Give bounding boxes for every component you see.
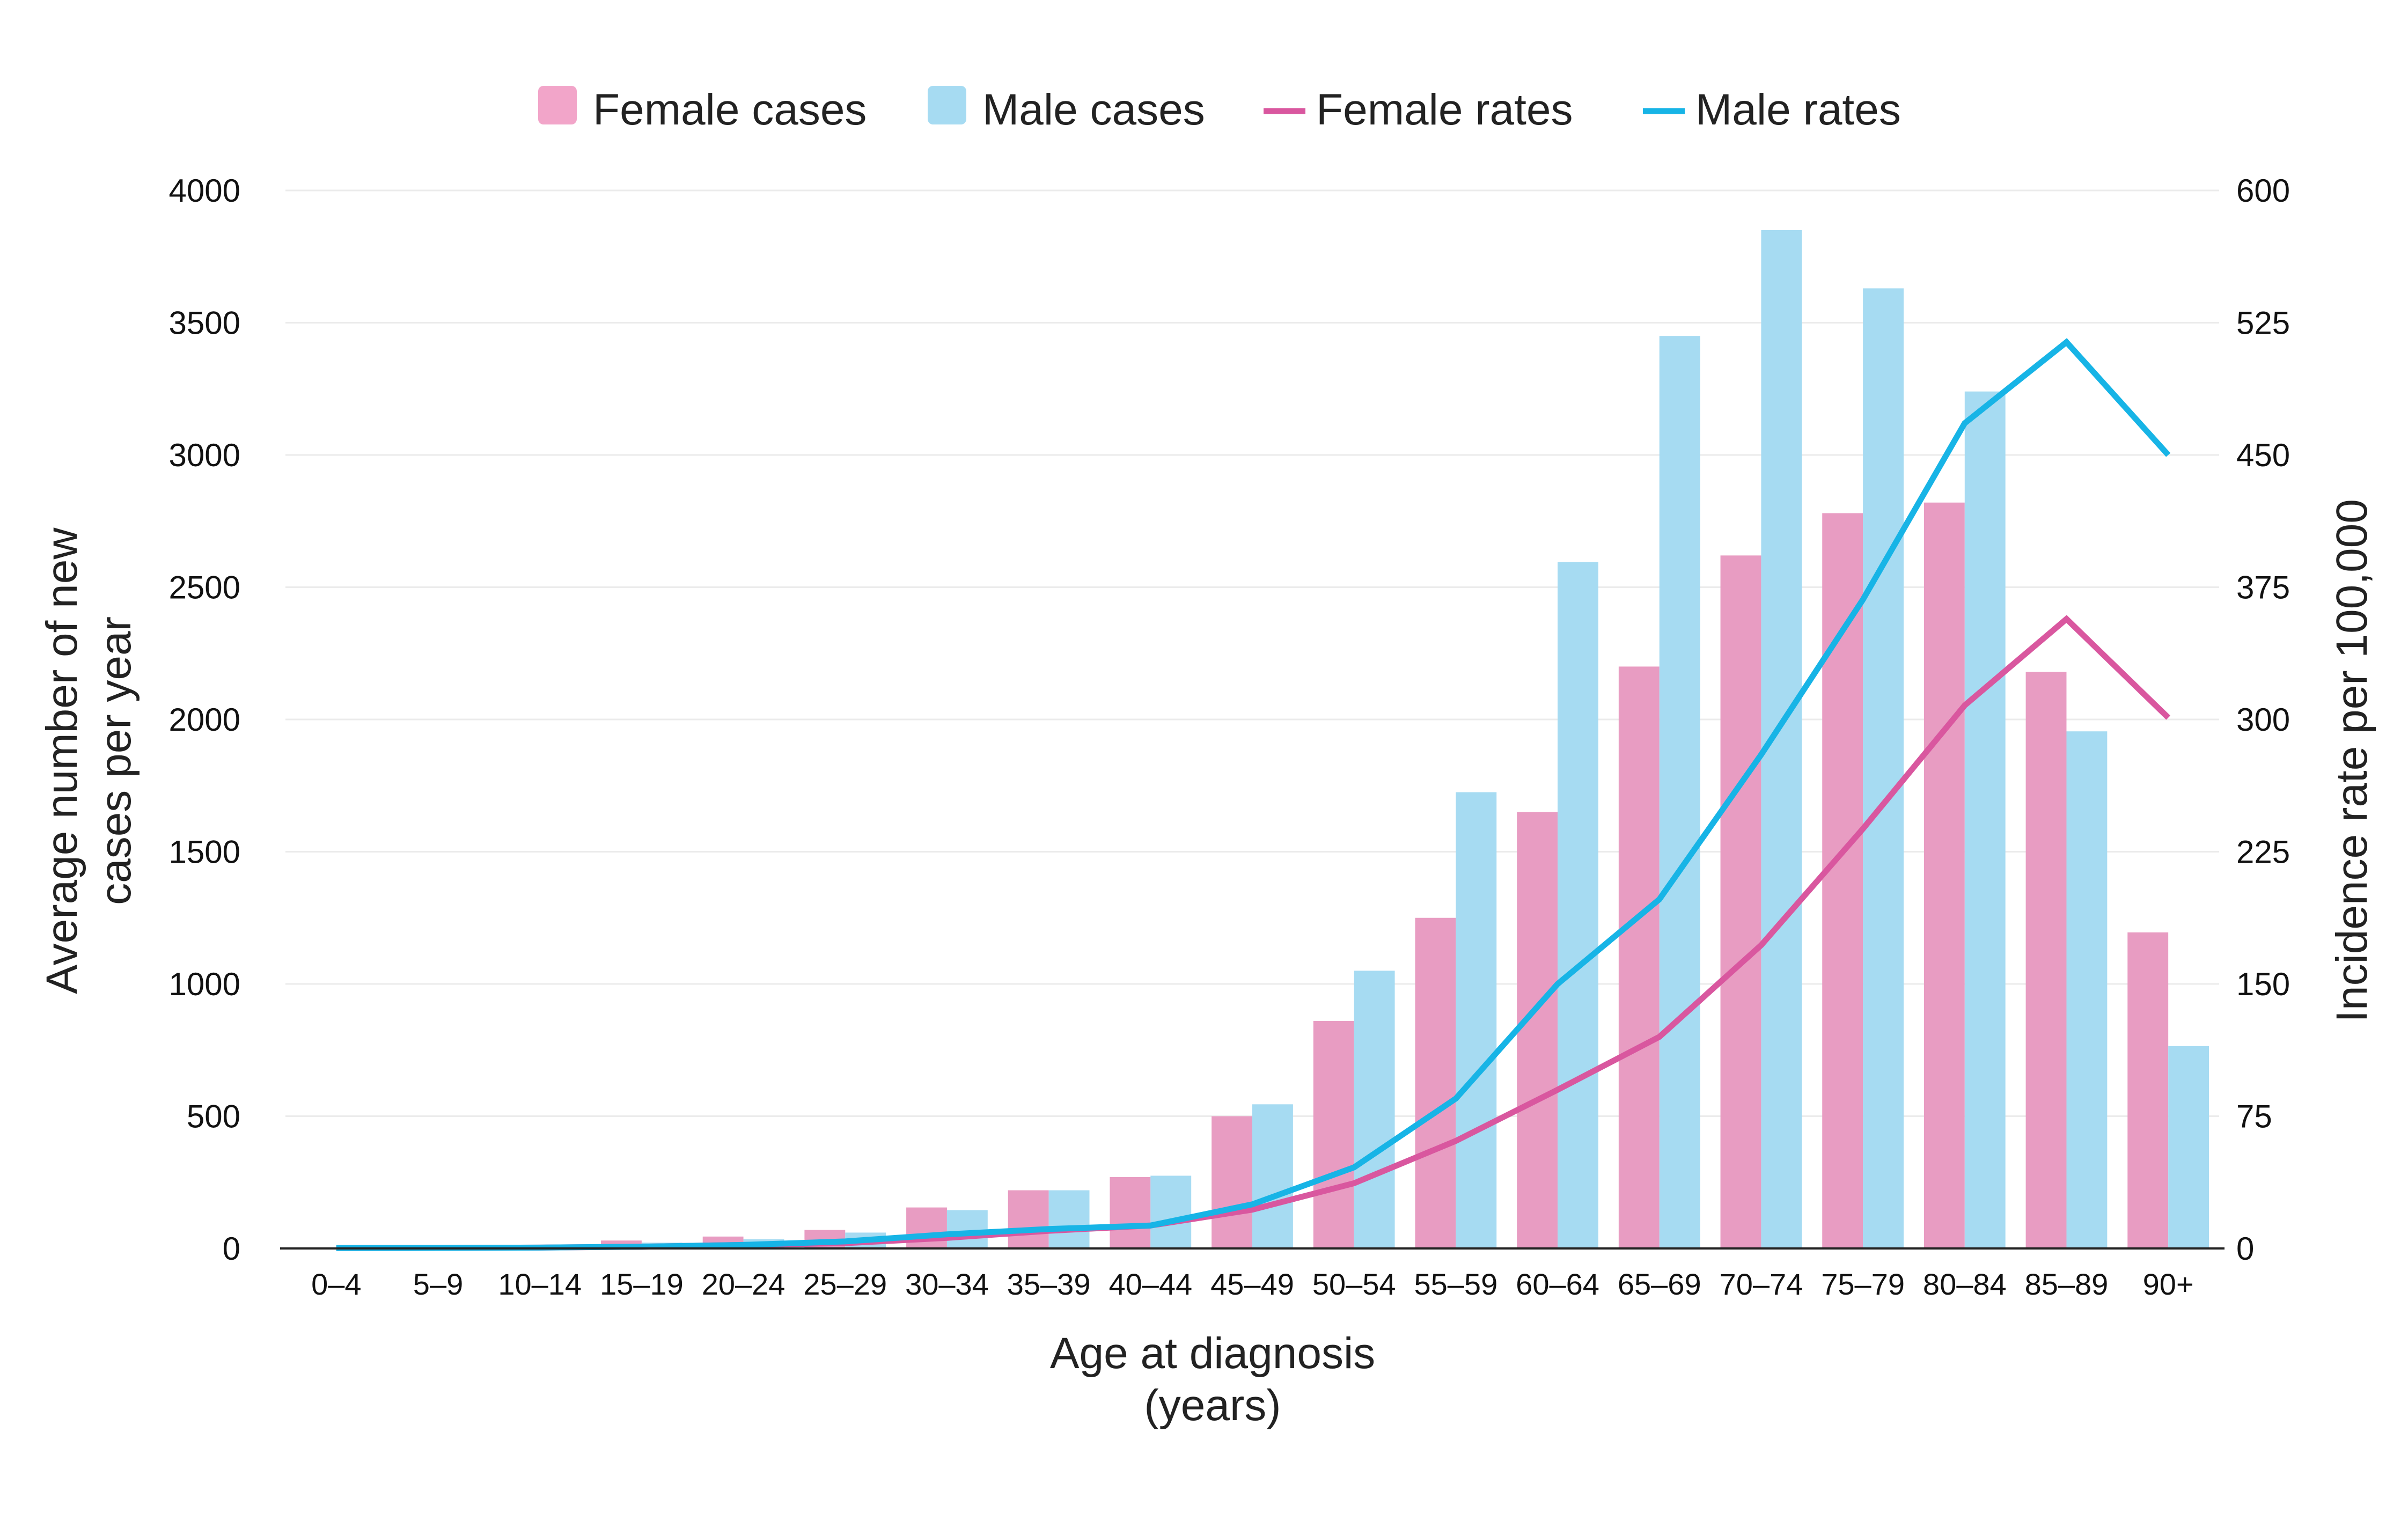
y-left-tick-label: 1500 [169, 834, 240, 870]
y-right-tick-label: 75 [2236, 1099, 2272, 1135]
bar-male-cases [1863, 288, 1904, 1249]
bar-male-cases [1252, 1104, 1293, 1248]
y-right-tick-label: 450 [2236, 437, 2290, 473]
bar-male-cases [1456, 792, 1497, 1248]
y-left-tick-label: 500 [187, 1099, 240, 1135]
y-left-tick-label: 2500 [169, 570, 240, 606]
bar-female-cases [1822, 513, 1863, 1249]
x-tick-label: 15–19 [600, 1267, 684, 1301]
x-tick-label: 0–4 [311, 1267, 361, 1301]
bar-male-cases [1150, 1175, 1192, 1248]
x-tick-label: 65–69 [1618, 1267, 1701, 1301]
bar-male-cases [1964, 391, 2006, 1249]
y-left-tick-label: 4000 [169, 173, 240, 209]
legend-label-female-cases: Female cases [593, 85, 867, 134]
legend-label-male-cases: Male cases [982, 85, 1205, 134]
x-tick-label: 90+ [2143, 1267, 2194, 1301]
line-male-rates [336, 338, 2171, 1251]
y-right-tick-label: 0 [2236, 1231, 2254, 1267]
y-right-tick-label: 375 [2236, 570, 2290, 606]
legend-swatch-male-cases [928, 86, 966, 124]
legend-label-male-rates: Male rates [1695, 85, 1901, 134]
y-right-tick-label: 150 [2236, 966, 2290, 1002]
axis-titles: Age at diagnosis(years) Average number of… [38, 499, 2376, 1430]
x-axis-title: Age at diagnosis [1050, 1329, 1375, 1378]
bar-male-cases [1048, 1190, 1090, 1248]
y-left-tick-label: 1000 [169, 966, 240, 1002]
legend-label-female-rates: Female rates [1316, 85, 1573, 134]
x-tick-label: 50–54 [1312, 1267, 1396, 1301]
rate-lines [336, 338, 2171, 1251]
x-tick-label: 55–59 [1414, 1267, 1498, 1301]
bar-male-cases [946, 1210, 988, 1248]
x-tick-label: 10–14 [498, 1267, 582, 1301]
bar-female-cases [1212, 1116, 1252, 1248]
y-left-tick-label: 3000 [169, 437, 240, 473]
x-tick-label: 45–49 [1210, 1267, 1294, 1301]
y-right-tick-label: 225 [2236, 834, 2290, 870]
legend-swatch-female-cases [538, 86, 577, 124]
x-tick-label: 75–79 [1821, 1267, 1905, 1301]
y-left-tick-label: 3500 [169, 305, 240, 341]
gridlines [285, 189, 2219, 1117]
y-left-tick-label: 0 [223, 1231, 240, 1267]
bar-female-cases [1618, 666, 1660, 1248]
x-tick-label: 25–29 [803, 1267, 887, 1301]
x-axis-title-line2: (years) [1144, 1381, 1281, 1430]
y-right-tick-label: 600 [2236, 173, 2290, 209]
bar-male-cases [1659, 336, 1700, 1248]
x-tick-label: 5–9 [413, 1267, 463, 1301]
y-left-tick-label: 2000 [169, 702, 240, 738]
bar-male-cases [2066, 731, 2108, 1248]
bar-female-cases [1008, 1190, 1049, 1248]
bar-female-cases [1415, 917, 1456, 1248]
bar-female-cases [2025, 672, 2067, 1248]
bar-female-cases [1720, 555, 1761, 1248]
bar-male-cases [1761, 230, 1802, 1249]
bar-female-cases [1110, 1177, 1151, 1248]
axes: 0 500 1000 1500 2000 2500 3000 3500 4000 0 75 150 22… [169, 173, 2290, 1301]
x-tick-label: 80–84 [1923, 1267, 2007, 1301]
bar-male-cases [1354, 971, 1395, 1248]
bar-male-cases [1558, 562, 1598, 1248]
bar-female-cases [1313, 1021, 1354, 1248]
bar-male-cases [2168, 1046, 2209, 1248]
y-right-axis-title: Incidence rate per 100,000 [2328, 499, 2376, 1023]
x-tick-label: 20–24 [702, 1267, 785, 1301]
x-tick-label: 70–74 [1720, 1267, 1803, 1301]
bar-female-cases [2127, 932, 2169, 1248]
bar-female-cases [1924, 502, 1965, 1248]
x-tick-label: 85–89 [2025, 1267, 2109, 1301]
bars [295, 230, 2209, 1249]
bar-female-cases [1517, 812, 1558, 1248]
y-left-axis-title: Average number of new [38, 527, 86, 994]
y-left-axis-title-line2: cases per year [91, 616, 140, 905]
x-tick-label: 60–64 [1516, 1267, 1599, 1301]
x-tick-label: 35–39 [1007, 1267, 1091, 1301]
x-tick-label: 30–34 [905, 1267, 989, 1301]
y-right-tick-label: 300 [2236, 702, 2290, 738]
y-right-tick-label: 525 [2236, 305, 2290, 341]
x-tick-label: 40–44 [1108, 1267, 1192, 1301]
legend: Female cases Male cases Female rates Male r… [538, 85, 1901, 134]
